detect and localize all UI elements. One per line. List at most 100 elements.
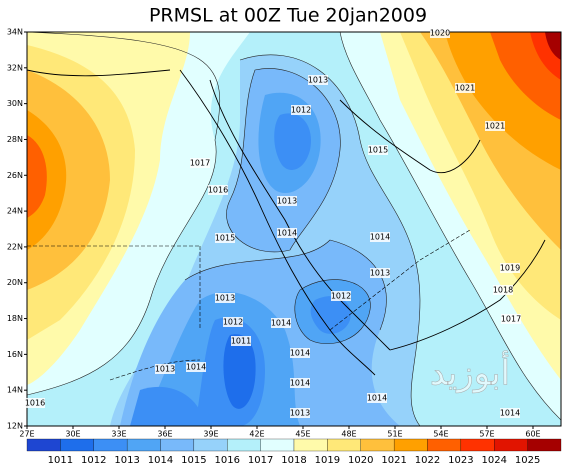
lon-tick-label: 54E (433, 430, 448, 439)
lat-tick-label: 30N (7, 99, 23, 108)
contour-label-bg (291, 105, 311, 115)
colorbar-label: 1021 (381, 455, 406, 466)
colorbar-box (160, 438, 195, 452)
contour-label: 1014 (367, 394, 387, 403)
contour-label-bg (277, 228, 297, 238)
colorbar-box (494, 438, 528, 452)
contour-label-bg (190, 158, 210, 168)
colorbar-label: 1022 (415, 455, 440, 466)
contour-label-bg (208, 185, 228, 195)
colorbar-label: 1024 (482, 455, 507, 466)
contour-label: 1015 (215, 234, 235, 243)
contour-label: 1012 (223, 318, 243, 327)
contour-label-bg (290, 348, 310, 358)
contour-label-bg (186, 362, 206, 372)
lat-tick-label: 12N (7, 422, 23, 431)
colorbar-box (293, 438, 328, 452)
colorbar-label: 1019 (315, 455, 340, 466)
lat-tick-label: 34N (7, 28, 23, 37)
contour-label: 1016 (208, 186, 228, 195)
lon-tick-label: 51E (387, 430, 402, 439)
lat-tick-label: 18N (7, 314, 23, 323)
contour-label: 1013 (215, 294, 235, 303)
contour-label-bg (370, 268, 390, 278)
lon-tick-label: 33E (111, 430, 126, 439)
lon-tick-label: 42E (249, 430, 264, 439)
contour-label-bg (500, 263, 520, 273)
contour-label: 1013 (308, 76, 328, 85)
contour-label-bg (308, 75, 328, 85)
colorbar-box (427, 438, 462, 452)
lon-tick-label: 27E (19, 430, 34, 439)
lat-tick-label: 20N (7, 278, 23, 287)
contour-label: 1020 (430, 29, 450, 38)
contour-label: 1014 (290, 349, 310, 358)
contour-label: 1014 (370, 233, 390, 242)
contour-label-bg (155, 364, 175, 374)
lat-tick-label: 22N (7, 242, 23, 251)
contour-label: 1017 (501, 315, 521, 324)
contour-label: 1021 (485, 122, 505, 131)
contour-label: 1013 (155, 365, 175, 374)
colorbar-label: 1023 (448, 455, 473, 466)
watermark: أبوزيد (430, 351, 510, 394)
contour-label-bg (215, 293, 235, 303)
contour-label-bg (368, 145, 388, 155)
colorbar-box (360, 438, 395, 452)
lat-tick-label: 24N (7, 207, 23, 216)
contour-label: 1013 (370, 269, 390, 278)
contour-label: 1014 (277, 229, 297, 238)
colorbar-label: 1013 (114, 455, 139, 466)
colorbar-label: 1015 (181, 455, 206, 466)
contour-label-bg (500, 408, 520, 418)
contour-label-bg (367, 393, 387, 403)
contour-label: 1021 (455, 84, 475, 93)
colorbar-box (260, 438, 295, 452)
colorbar-box (460, 438, 495, 452)
colorbar-box (393, 438, 428, 452)
lon-tick-label: 57E (479, 430, 494, 439)
lon-tick-label: 48E (341, 430, 356, 439)
contour-label: 1014 (186, 363, 206, 372)
contour-label: 1013 (277, 197, 297, 206)
lat-tick-label: 28N (7, 135, 23, 144)
contour-label-bg (215, 233, 235, 243)
colorbar-box (327, 438, 361, 452)
lon-tick-label: 60E (525, 430, 540, 439)
colorbar-label: 1014 (148, 455, 173, 466)
contour-label-bg (455, 83, 475, 93)
contour-label: 1014 (290, 379, 310, 388)
contour-label: 1012 (331, 292, 351, 301)
contour-label-bg (290, 408, 310, 418)
colorbar-box (93, 438, 128, 452)
lat-tick-label: 14N (7, 386, 23, 395)
contour-label-bg (271, 318, 291, 328)
colorbar-box (527, 438, 562, 452)
contour-label: 1015 (368, 146, 388, 155)
contour-label: 1011 (231, 337, 251, 346)
lon-tick-label: 36E (157, 430, 172, 439)
pressure-field (27, 32, 561, 426)
contour-label: 1013 (290, 409, 310, 418)
contour-label-bg (223, 317, 243, 327)
contour-label: 1019 (500, 264, 520, 273)
lon-tick-label: 30E (65, 430, 80, 439)
contour-label: 1017 (190, 159, 210, 168)
contour-label-bg (430, 28, 450, 38)
contour-label-bg (331, 291, 351, 301)
contour-label-bg (25, 398, 45, 408)
contour-label: 1012 (291, 106, 311, 115)
title: PRMSL at 00Z Tue 20jan2009 (149, 5, 427, 27)
contour-label-bg (290, 378, 310, 388)
colorbar-label: 1011 (48, 455, 73, 466)
colorbar-box (26, 438, 61, 452)
lat-tick-label: 26N (7, 171, 23, 180)
colorbar-box (60, 438, 94, 452)
colorbar-box (193, 438, 228, 452)
colorbar-box (227, 438, 261, 452)
contour-label: 1016 (25, 399, 45, 408)
colorbar-label: 1025 (515, 455, 540, 466)
colorbar-label: 1016 (215, 455, 240, 466)
contour-label: 1014 (271, 319, 291, 328)
